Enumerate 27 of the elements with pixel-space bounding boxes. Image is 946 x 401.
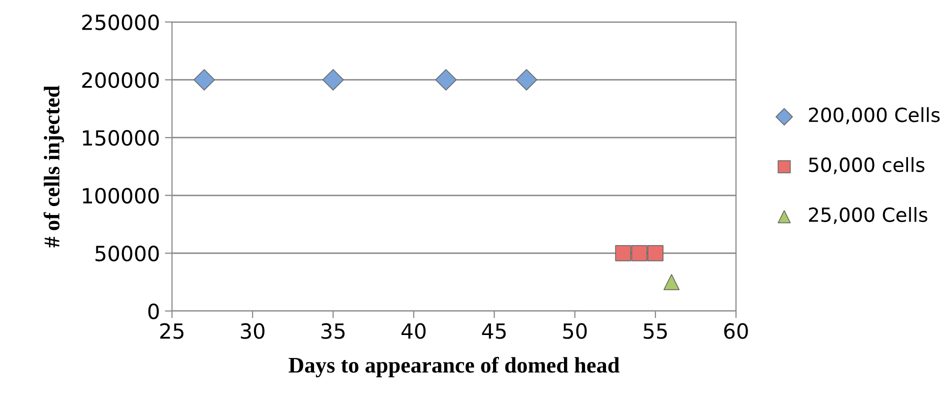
x-tick-label: 25 (160, 323, 184, 339)
y-tick-label: 100000 (82, 188, 159, 204)
y-tick-label: 150000 (82, 130, 159, 146)
x-tick-label: 40 (401, 323, 426, 339)
x-tick-label: 50 (563, 323, 587, 339)
y-axis-title: # of cells injected (44, 86, 64, 248)
x-tick-label: 55 (644, 323, 667, 339)
x-tick-label: 60 (724, 323, 748, 339)
x-axis-title: Days to appearance of domed head (288, 356, 620, 378)
x-tick-label: 35 (321, 323, 345, 339)
x-tick-label: 45 (482, 323, 506, 339)
point (631, 245, 648, 262)
point (664, 274, 680, 290)
legend-label: 50,000 cells (809, 157, 924, 174)
y-tick-label: 0 (148, 303, 159, 320)
point (647, 245, 664, 262)
y-tick-label: 50000 (96, 246, 159, 262)
point (194, 69, 215, 91)
y-tick-label: 200000 (82, 72, 159, 88)
legend-label: 200,000 Cells (808, 107, 940, 124)
y-tick-label: 250000 (82, 14, 159, 30)
x-tick-label: 30 (240, 323, 264, 339)
point (322, 69, 344, 91)
legend-label: 25,000 Cells (808, 207, 928, 224)
point (615, 245, 632, 262)
point (435, 69, 457, 91)
point (516, 69, 538, 91)
